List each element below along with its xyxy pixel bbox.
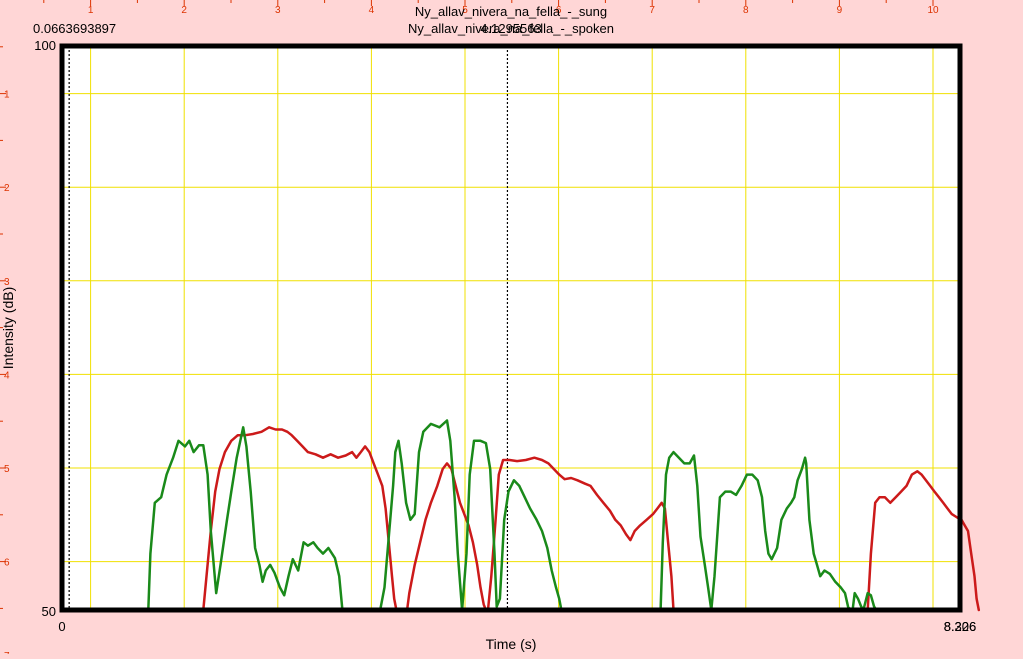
top-ruler-label: 1: [88, 5, 94, 16]
center-cursor-time-label: 4.1295563: [480, 21, 541, 36]
top-ruler-label: 3: [275, 5, 281, 16]
left-ruler-label: 1: [4, 90, 10, 101]
chart-title-sung: Ny_allav_nivera_na_fella_-_sung: [415, 4, 607, 19]
left-ruler-label: 6: [4, 558, 10, 569]
top-ruler: 1 2 3 4 5 6 7 8 9 10: [43, 0, 939, 16]
top-ruler-label: 9: [837, 5, 843, 16]
x-axis-max-label-overlap: 8.206: [944, 619, 977, 634]
x-axis-min-label: 0: [58, 619, 65, 634]
left-cursor-time-label: 0.0663693897: [33, 21, 116, 36]
top-ruler-label: 10: [927, 5, 939, 16]
left-ruler-label: 5: [4, 464, 10, 475]
left-ruler-label: 3: [4, 277, 10, 288]
top-ruler-label: 5: [462, 5, 468, 16]
x-axis-title: Time (s): [486, 636, 537, 652]
x-axis-max-label: 8.326: [944, 619, 977, 634]
top-ruler-label: 7: [649, 5, 655, 16]
y-axis-min-label: 50: [42, 604, 56, 619]
cursor-lines: [68, 46, 509, 610]
left-ruler-label: 2: [4, 183, 10, 194]
top-ruler-label: 6: [556, 5, 562, 16]
series-line-sung: [147, 419, 878, 612]
grid-lines: [62, 46, 960, 610]
plot-frame: [59, 43, 963, 613]
left-ruler-label: 4: [4, 370, 10, 381]
top-ruler-label: 2: [181, 5, 187, 16]
y-axis-max-label: 100: [34, 38, 56, 53]
top-ruler-label: 8: [743, 5, 749, 16]
top-ruler-label: 4: [369, 5, 375, 16]
series-line-spoken: [202, 426, 981, 612]
plot-area: [62, 46, 960, 610]
series-layer: [147, 419, 981, 612]
y-axis-title: Intensity (dB): [0, 287, 16, 369]
chart-title-spoken: Ny_allav_nivera_na_fella_-_spoken: [408, 21, 614, 36]
